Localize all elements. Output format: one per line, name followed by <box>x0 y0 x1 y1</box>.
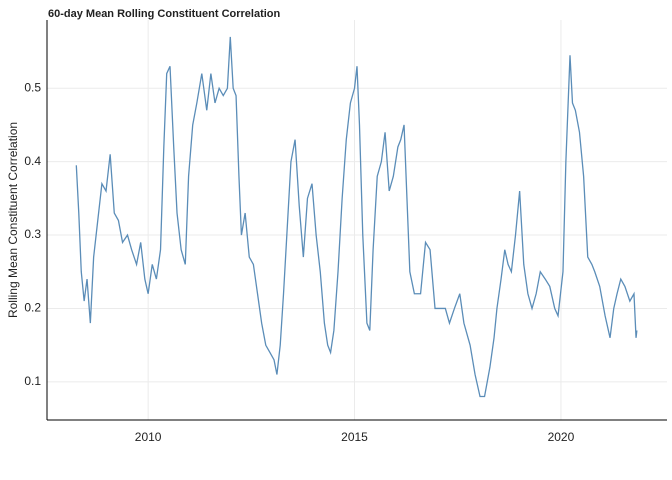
chart-title: 60-day Mean Rolling Constituent Correlat… <box>48 8 281 20</box>
y-tick-label: 0.3 <box>24 227 41 241</box>
y-tick-label: 0.1 <box>24 374 41 388</box>
y-tick-label: 0.2 <box>24 301 41 315</box>
line-series <box>75 36 638 398</box>
x-tick-label: 2020 <box>548 430 575 444</box>
x-tick-label: 2010 <box>135 430 162 444</box>
x-tick-label: 2015 <box>341 430 368 444</box>
y-tick-label: 0.4 <box>24 154 41 168</box>
y-tick-label: 0.5 <box>24 80 41 94</box>
y-axis-label: Rolling Mean Constituent Correlation <box>6 122 20 318</box>
